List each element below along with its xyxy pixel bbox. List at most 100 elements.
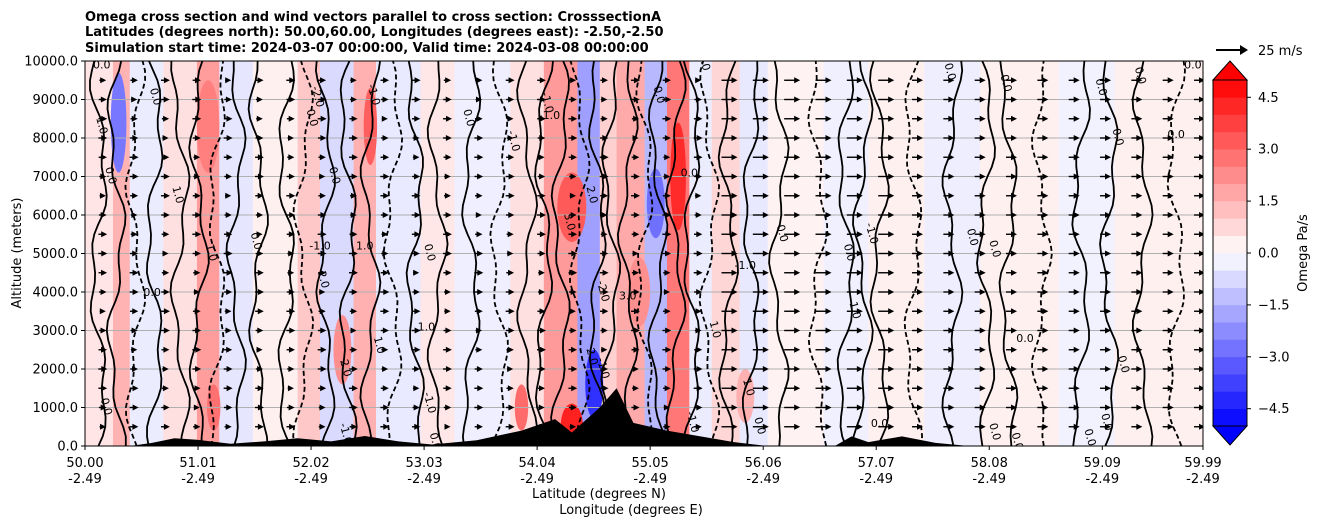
wind-vector-head-519	[948, 308, 955, 315]
contour-line-3	[145, 61, 164, 446]
wind-vector-head-653	[1167, 289, 1174, 295]
y-tick-label-9: 9000.0	[33, 93, 79, 108]
wind-vector-head-384	[731, 346, 738, 353]
wind-vector-head-146	[319, 173, 326, 180]
wind-vector-head-26	[132, 289, 139, 295]
wind-vector-head-402	[762, 366, 769, 372]
wind-vector-head-518	[948, 327, 955, 334]
wind-vector-head-650	[1167, 346, 1174, 353]
wind-vector-head-154	[351, 385, 358, 392]
wind-vector-head-454	[825, 96, 832, 103]
wind-vector-head-353	[665, 212, 672, 218]
wind-vector-head-682	[1199, 96, 1203, 103]
wind-vector-head-345	[665, 366, 672, 372]
wind-vector-head-194	[414, 346, 421, 353]
omega-core-0	[196, 80, 220, 173]
colorbar-step-15	[1213, 149, 1247, 167]
wind-vector-head-311	[602, 289, 609, 295]
wind-vector-head-272	[539, 308, 546, 315]
wind-vector-head-643	[1136, 115, 1143, 122]
contour-label-32: -1.0	[594, 356, 612, 380]
wind-vector-head-289	[571, 346, 578, 353]
wind-vector-head-359	[665, 96, 672, 103]
wind-vector-head-244	[476, 115, 483, 122]
wind-vector-head-600	[1073, 212, 1080, 218]
wind-vector-head-632	[1136, 327, 1143, 334]
contour-line-29	[682, 61, 701, 446]
wind-vector-head-138	[320, 327, 327, 334]
colorbar-step-8	[1213, 270, 1247, 288]
wind-vector-head-157	[350, 327, 357, 334]
wind-vector-head-270	[539, 346, 546, 353]
wind-vector-head-535	[979, 366, 986, 372]
wind-vector-head-283	[539, 96, 546, 103]
wind-vector-head-255	[508, 269, 515, 276]
wind-vector-head-554	[1011, 366, 1018, 372]
wind-vector-head-509	[917, 135, 924, 141]
wind-vector-head-615	[1105, 289, 1112, 295]
wind-vector-head-102	[257, 289, 264, 295]
wind-vector-head-33	[132, 154, 139, 161]
wind-vector-head-443	[825, 308, 832, 315]
wind-vector-head-15	[101, 135, 108, 141]
chart-title-line-1: Omega cross section and wind vectors par…	[85, 10, 661, 25]
wind-vector-head-631	[1136, 346, 1143, 353]
wind-vector-head-540	[979, 269, 986, 276]
wind-vector-head-400	[762, 404, 769, 411]
wind-vector-head-399	[762, 423, 769, 430]
wind-vector-head-352	[665, 231, 672, 238]
wind-vector-head-212	[445, 366, 452, 372]
wind-vector-head-250	[507, 366, 514, 372]
wind-vector-head-568	[1011, 96, 1018, 103]
wind-vector-head-486	[888, 212, 895, 218]
wind-vector-head-347	[665, 327, 672, 334]
wind-vector-head-392	[731, 192, 738, 199]
contour-label-10: -1.0	[309, 240, 330, 253]
wind-vector-head-415	[762, 115, 769, 122]
wind-vector-head-560	[1011, 250, 1018, 257]
wind-vector-head-32	[132, 173, 139, 180]
x-tick-lon-6: -2.49	[746, 472, 780, 487]
wind-vector-head-336	[633, 173, 640, 180]
contour-label-19: 0.0	[421, 242, 438, 262]
wind-vector-head-358	[665, 115, 672, 122]
wind-vector-head-637	[1136, 231, 1143, 238]
wind-vector-head-197	[413, 289, 420, 295]
wind-vector-head-552	[1011, 404, 1018, 411]
y-tick-label-10: 10000.0	[24, 55, 78, 70]
wind-vector-head-107	[257, 192, 264, 199]
wind-vector-head-144	[320, 212, 327, 218]
y-axis: 0.0 1000.0 2000.0 3000.0 4000.0 5000.0 6000.0 7…	[24, 55, 85, 455]
wind-vector-head-482	[888, 289, 895, 295]
wind-vector-head-667	[1199, 385, 1203, 392]
contour-label-42: 0.0	[841, 242, 858, 262]
colorbar-label: Omega Pa/s	[1296, 214, 1311, 292]
wind-vector-head-261	[508, 154, 515, 161]
contour-label-23: 0.0	[460, 108, 477, 128]
wind-vector-head-512	[917, 77, 924, 84]
wind-vector-head-584	[1042, 154, 1049, 161]
contour-label-22: 0.0	[427, 431, 444, 451]
wind-vector-head-129	[287, 135, 294, 141]
contour-line-27	[647, 61, 669, 446]
wind-vector-head-118	[288, 346, 295, 353]
wind-vector-head-19	[132, 423, 139, 430]
wind-vector-head-393	[731, 173, 738, 180]
wind-vector-head-164	[350, 192, 357, 199]
wind-vector-head-398	[731, 77, 738, 84]
contour-label-35: 0.0	[681, 167, 699, 180]
wind-vector-head-609	[1105, 404, 1112, 411]
wind-vector-head-534	[979, 385, 986, 392]
wind-vector-head-122	[288, 269, 295, 276]
wind-vector-head-467	[856, 212, 863, 218]
wind-vector-head-645	[1136, 77, 1143, 84]
wind-vector-head-565	[1011, 154, 1018, 161]
wind-vector-head-99	[256, 346, 263, 353]
contour-label-8: 0.0	[248, 231, 265, 251]
wind-vector-head-37	[131, 77, 138, 84]
colorbar-step-19	[1213, 80, 1247, 98]
colorbar-extend-min	[1211, 425, 1249, 446]
wind-vector-head-626	[1105, 77, 1112, 84]
wind-vector-head-627	[1136, 423, 1143, 430]
wind-vector-head-241	[477, 173, 484, 180]
